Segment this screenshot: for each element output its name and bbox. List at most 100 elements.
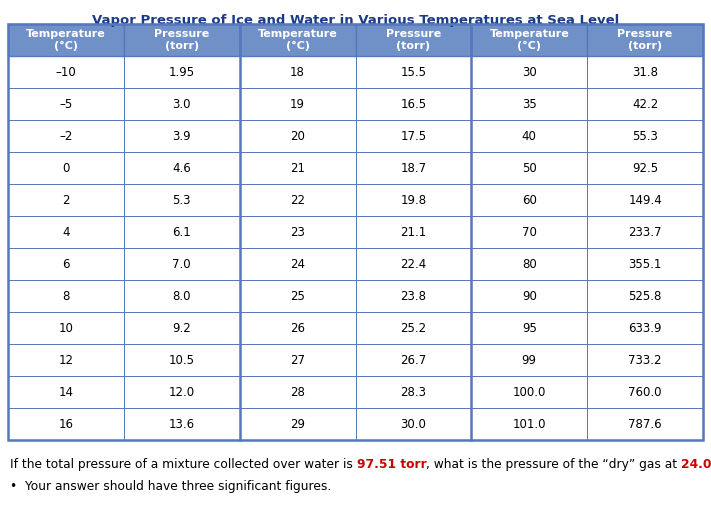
Bar (240, 312, 356, 344)
Text: 25: 25 (290, 290, 305, 303)
Text: 17.5: 17.5 (400, 129, 427, 142)
Bar (587, 152, 703, 184)
Text: 50: 50 (522, 162, 537, 175)
Bar (356, 216, 471, 248)
Text: –10: –10 (55, 66, 76, 79)
Bar (124, 312, 240, 344)
Bar (587, 280, 703, 312)
Text: 97.51 torr: 97.51 torr (357, 458, 427, 471)
Bar (124, 280, 240, 312)
Text: 8.0: 8.0 (173, 290, 191, 303)
Text: Pressure
(torr): Pressure (torr) (617, 29, 673, 51)
Text: 30: 30 (522, 66, 537, 79)
Bar (124, 344, 240, 376)
Bar (8, 88, 124, 120)
Text: 3.9: 3.9 (173, 129, 191, 142)
Bar (124, 24, 240, 56)
Text: 31.8: 31.8 (632, 66, 658, 79)
Text: 22: 22 (290, 193, 305, 206)
Bar (8, 344, 124, 376)
Bar (240, 216, 356, 248)
Bar (587, 56, 703, 88)
Text: 18: 18 (290, 66, 305, 79)
Text: 4.6: 4.6 (172, 162, 191, 175)
Bar (356, 184, 471, 216)
Bar (8, 24, 703, 440)
Bar (124, 408, 240, 440)
Text: 10.5: 10.5 (169, 354, 195, 367)
Bar (124, 184, 240, 216)
Text: 26.7: 26.7 (400, 354, 427, 367)
Text: 55.3: 55.3 (632, 129, 658, 142)
Bar (587, 120, 703, 152)
Text: 233.7: 233.7 (629, 226, 662, 239)
Bar (240, 152, 356, 184)
Text: Temperature
(°C): Temperature (°C) (489, 29, 569, 51)
Text: 16: 16 (58, 418, 73, 431)
Text: 6.1: 6.1 (172, 226, 191, 239)
Text: 20: 20 (290, 129, 305, 142)
Bar (356, 56, 471, 88)
Bar (240, 408, 356, 440)
Bar (8, 184, 124, 216)
Bar (587, 344, 703, 376)
Bar (8, 56, 124, 88)
Text: 6: 6 (62, 257, 70, 270)
Text: 1.95: 1.95 (169, 66, 195, 79)
Bar (356, 152, 471, 184)
Text: 70: 70 (522, 226, 537, 239)
Text: 23.8: 23.8 (400, 290, 427, 303)
Text: 9.2: 9.2 (172, 321, 191, 334)
Text: 90: 90 (522, 290, 537, 303)
Text: 99: 99 (522, 354, 537, 367)
Text: 28: 28 (290, 385, 305, 398)
Bar (8, 408, 124, 440)
Text: 21: 21 (290, 162, 305, 175)
Bar (240, 184, 356, 216)
Text: 16.5: 16.5 (400, 98, 427, 110)
Bar (8, 24, 124, 56)
Text: 100.0: 100.0 (513, 385, 546, 398)
Text: 30.0: 30.0 (400, 418, 427, 431)
Bar (356, 312, 471, 344)
Text: 80: 80 (522, 257, 537, 270)
Bar (8, 280, 124, 312)
Text: Vapor Pressure of Ice and Water in Various Temperatures at Sea Level: Vapor Pressure of Ice and Water in Vario… (92, 14, 619, 27)
Text: 13.6: 13.6 (169, 418, 195, 431)
Text: •  Your answer should have three significant figures.: • Your answer should have three signific… (10, 480, 331, 493)
Text: 733.2: 733.2 (629, 354, 662, 367)
Bar (356, 344, 471, 376)
Bar (471, 152, 587, 184)
Bar (124, 376, 240, 408)
Bar (356, 88, 471, 120)
Text: 23: 23 (290, 226, 305, 239)
Bar (240, 344, 356, 376)
Text: 12: 12 (58, 354, 73, 367)
Text: Temperature
(°C): Temperature (°C) (26, 29, 106, 51)
Text: 2: 2 (62, 193, 70, 206)
Bar (356, 408, 471, 440)
Bar (240, 88, 356, 120)
Text: 14: 14 (58, 385, 73, 398)
Text: 8: 8 (63, 290, 70, 303)
Bar (124, 120, 240, 152)
Text: 0: 0 (63, 162, 70, 175)
Bar (8, 120, 124, 152)
Text: 355.1: 355.1 (629, 257, 662, 270)
Text: 92.5: 92.5 (632, 162, 658, 175)
Bar (240, 120, 356, 152)
Bar (240, 248, 356, 280)
Text: Temperature
(°C): Temperature (°C) (257, 29, 338, 51)
Bar (240, 376, 356, 408)
Bar (587, 184, 703, 216)
Text: 42.2: 42.2 (632, 98, 658, 110)
Text: 4: 4 (62, 226, 70, 239)
Text: 24.0°C: 24.0°C (682, 458, 711, 471)
Text: 7.0: 7.0 (173, 257, 191, 270)
Text: 18.7: 18.7 (400, 162, 427, 175)
Bar (8, 248, 124, 280)
Text: If the total pressure of a mixture collected over water is: If the total pressure of a mixture colle… (10, 458, 357, 471)
Bar (471, 408, 587, 440)
Text: 24: 24 (290, 257, 305, 270)
Bar (587, 312, 703, 344)
